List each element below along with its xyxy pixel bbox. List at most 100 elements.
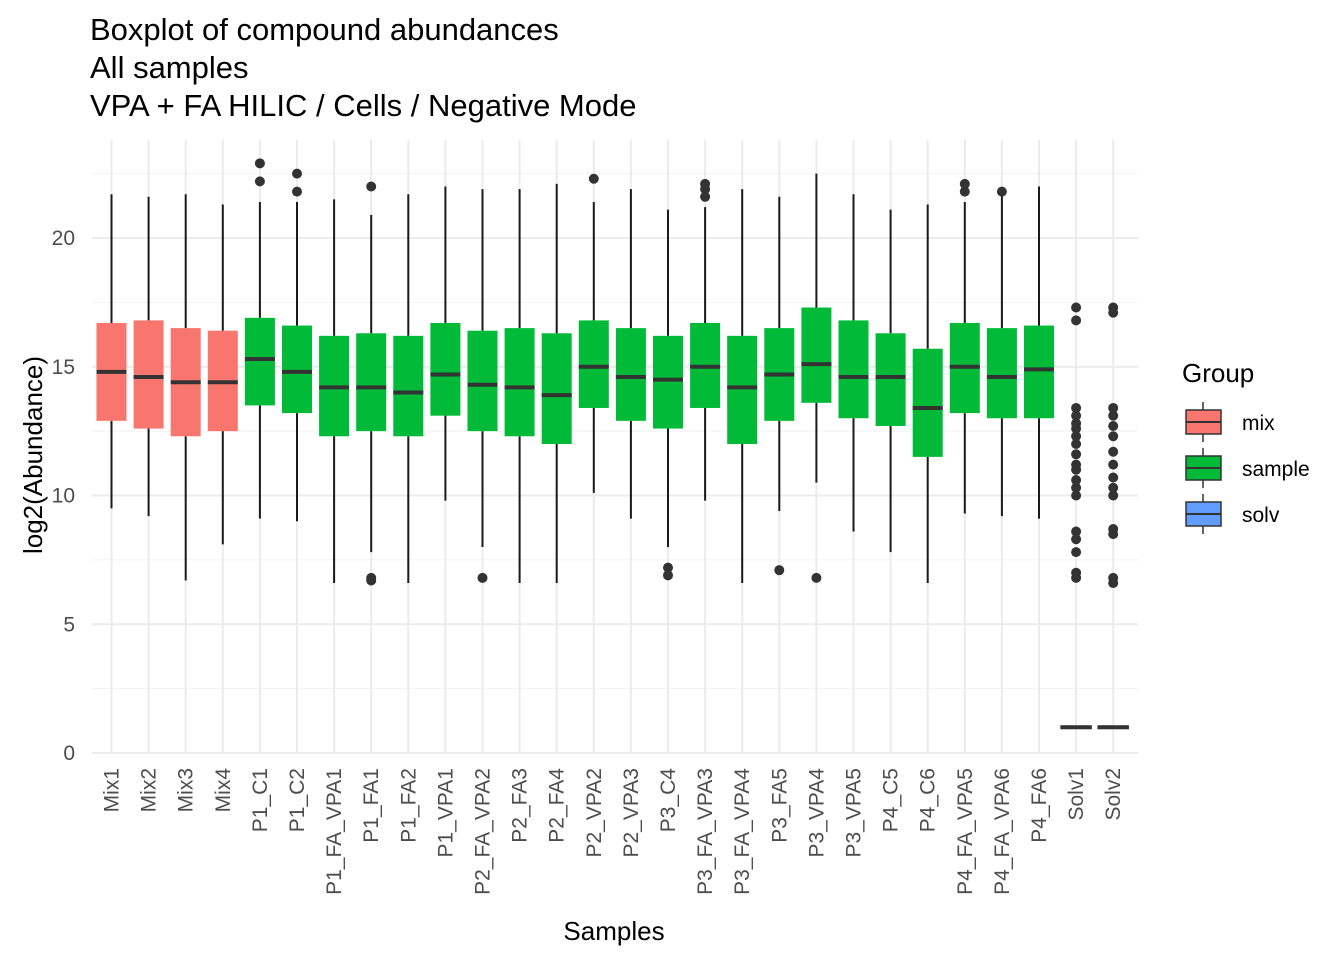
- outlier-point: [477, 572, 488, 583]
- box-body: [727, 335, 758, 444]
- y-tick-label: 15: [52, 356, 75, 379]
- outlier-point: [292, 168, 302, 179]
- legend-label: sample: [1242, 458, 1310, 481]
- x-tick-label: Mix3: [175, 768, 198, 812]
- x-tick-label: P4_C6: [917, 768, 940, 832]
- box-body: [541, 333, 572, 444]
- x-tick-label: Solv1: [1065, 768, 1088, 821]
- outlier-point: [1108, 482, 1119, 493]
- box-Mix2: [133, 196, 164, 517]
- box-Solv1: [1060, 302, 1092, 730]
- outlier-point: [1071, 526, 1082, 537]
- outlier-point: [663, 562, 673, 573]
- outlier-point: [1108, 459, 1119, 470]
- x-tick-label: P1_C1: [249, 768, 272, 832]
- box-body: [393, 335, 424, 437]
- box-P1_VPA1: [430, 186, 461, 501]
- outlier-point: [1071, 418, 1082, 429]
- legend-item-mix: mix: [1185, 402, 1275, 442]
- box-P1_C1: [244, 158, 275, 519]
- x-tick-label: P2_VPA2: [583, 768, 606, 858]
- outlier-point: [1071, 482, 1082, 493]
- outlier-point: [1071, 315, 1082, 326]
- box-P4_C5: [875, 209, 906, 553]
- x-tick-label: P1_VPA1: [434, 768, 457, 858]
- outlier-point: [811, 572, 822, 583]
- y-tick-label: 5: [63, 613, 75, 636]
- legend-label: solv: [1242, 504, 1280, 527]
- box-body: [801, 307, 832, 403]
- box-Mix1: [96, 194, 127, 509]
- outlier-point: [700, 191, 711, 202]
- outlier-point: [1071, 534, 1082, 545]
- outlier-point: [1071, 567, 1082, 578]
- outlier-point: [366, 572, 377, 583]
- box-P3_FA_VPA4: [727, 189, 758, 584]
- x-tick-label: Mix4: [212, 768, 235, 813]
- outlier-point: [588, 173, 599, 184]
- outlier-point: [996, 186, 1007, 197]
- box-P4_C6: [912, 204, 943, 584]
- x-tick-label: Mix2: [138, 768, 161, 812]
- box-P3_VPA4: [801, 173, 832, 583]
- legend-items: mix sample solv: [1185, 402, 1310, 534]
- box-P3_VPA5: [838, 194, 869, 532]
- outlier-point: [959, 186, 970, 197]
- outlier-point: [1108, 523, 1119, 534]
- outlier-point: [1108, 490, 1119, 501]
- x-tick-label: Mix1: [101, 768, 124, 812]
- y-axis-title: log2(Abundance): [18, 356, 48, 554]
- x-tick-label: P2_FA_VPA2: [472, 768, 495, 895]
- y-tick-label: 10: [52, 485, 75, 508]
- outlier-point: [1108, 402, 1119, 413]
- outlier-point: [959, 178, 970, 189]
- box-body: [578, 320, 609, 408]
- outlier-point: [1108, 472, 1119, 483]
- x-tick-label: P4_FA6: [1028, 768, 1051, 843]
- y-tick-label: 20: [52, 227, 75, 250]
- x-tick-label: P2_FA4: [546, 768, 569, 843]
- title-line-3: VPA + FA HILIC / Cells / Negative Mode: [90, 88, 636, 123]
- x-tick-label: P4_C5: [880, 768, 903, 832]
- x-tick-label: Solv2: [1102, 768, 1125, 821]
- box-body: [653, 335, 683, 429]
- y-axis-ticks: 0 5 10 15 20: [52, 227, 75, 765]
- outlier-point: [1108, 302, 1119, 313]
- legend-label: mix: [1242, 412, 1275, 435]
- box-body: [986, 328, 1017, 419]
- outlier-point: [1071, 459, 1082, 470]
- box-P1_C2: [282, 168, 312, 522]
- outlier-point: [1071, 410, 1082, 421]
- box-P2_FA4: [541, 183, 572, 584]
- outlier-point: [700, 178, 711, 189]
- x-tick-label: P4_FA_VPA6: [991, 768, 1014, 895]
- box-P3_C4: [653, 209, 683, 581]
- legend-item-sample: sample: [1185, 448, 1310, 488]
- box-P2_FA3: [504, 189, 535, 584]
- chart-title: Boxplot of compound abundances All sampl…: [90, 12, 636, 123]
- box-P2_VPA3: [615, 189, 646, 519]
- legend-title: Group: [1182, 358, 1254, 388]
- x-tick-label: P3_FA5: [768, 768, 791, 843]
- x-tick-label: P2_FA3: [509, 768, 532, 843]
- outlier-point: [1108, 572, 1119, 583]
- outlier-point: [1071, 431, 1082, 442]
- box-P1_FA2: [393, 194, 424, 584]
- x-axis-title: Samples: [563, 916, 664, 946]
- box-body: [244, 317, 275, 406]
- x-tick-label: P3_VPA5: [843, 768, 866, 858]
- box-P2_VPA2: [578, 173, 609, 493]
- box-Mix4: [207, 204, 238, 545]
- box-body: [615, 328, 646, 421]
- x-tick-label: P1_C2: [286, 768, 309, 832]
- outlier-point: [1071, 547, 1082, 558]
- y-tick-label: 0: [63, 742, 75, 765]
- box-body: [430, 322, 461, 416]
- title-line-2: All samples: [90, 50, 249, 85]
- box-body: [467, 330, 498, 432]
- x-tick-label: P3_FA_VPA3: [694, 768, 717, 895]
- box-P3_FA_VPA3: [690, 178, 721, 501]
- legend-item-solv: solv: [1185, 494, 1280, 534]
- outlier-point: [1071, 302, 1082, 313]
- outlier-point: [774, 565, 785, 576]
